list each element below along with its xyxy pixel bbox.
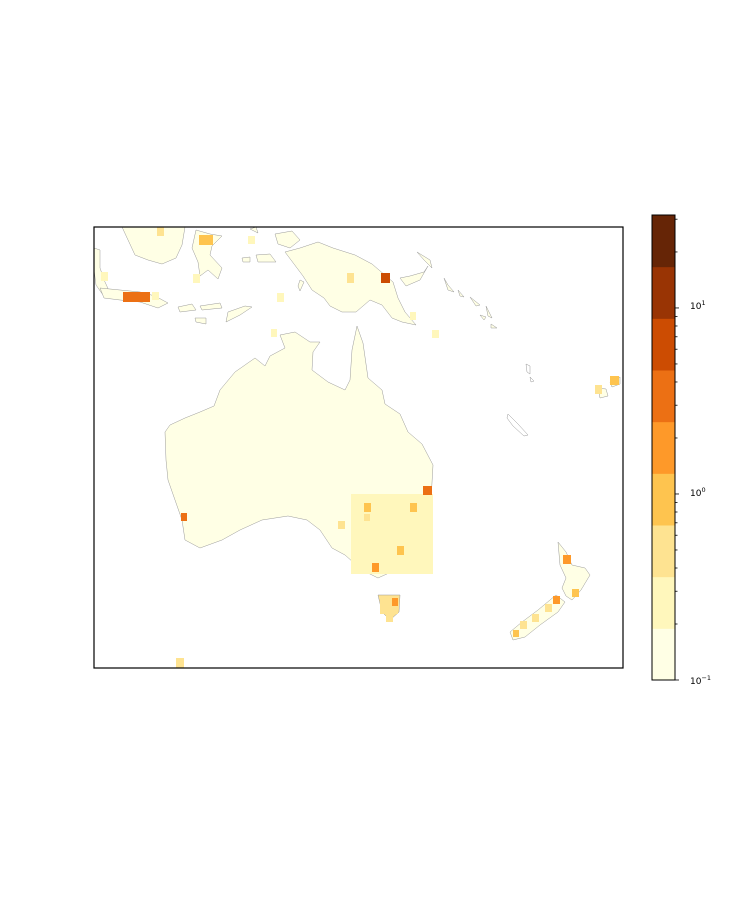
colorbar-tick-label-2: 101 <box>690 299 706 312</box>
colorbar-segment <box>652 266 675 319</box>
colorbar-segment <box>652 576 675 629</box>
cell-perth <box>181 513 187 521</box>
colorbar-tick-label-1: 100 <box>690 486 706 499</box>
colorbar-segment <box>652 421 675 474</box>
cell-fiji <box>610 376 619 385</box>
vanuatu-islands <box>525 363 535 383</box>
colorbar: 10−1 100 101 <box>651 214 711 687</box>
cell-java-west <box>123 292 150 302</box>
colorbar-tick-label-0: 10−1 <box>690 674 711 687</box>
bismarck-solomon-islands <box>399 251 498 329</box>
colorbar-segment <box>652 318 675 371</box>
cell-se-australia-block <box>351 494 433 574</box>
colorbar-frame <box>651 214 676 681</box>
colorbar-segment <box>652 215 675 268</box>
colorbar-segment <box>652 628 675 681</box>
cell-sulawesi <box>199 235 213 245</box>
cell-papua <box>381 273 390 283</box>
maluku-islands <box>241 227 305 292</box>
cell-nz <box>553 596 560 604</box>
minor-cells <box>101 227 602 668</box>
map-panel <box>93 226 624 669</box>
colorbar-segment <box>652 525 675 578</box>
new-caledonia-landmass <box>506 413 529 437</box>
new-guinea-landmass <box>284 241 417 326</box>
map-frame <box>93 226 624 669</box>
colorbar-ticks <box>675 218 679 681</box>
cell-nsw-coast <box>423 486 432 495</box>
borneo-landmass <box>121 227 186 265</box>
lesser-sunda-islands <box>177 302 253 325</box>
colorbar-segment <box>652 473 675 526</box>
colorbar-segment <box>652 370 675 423</box>
colorbar-segments <box>652 215 675 681</box>
